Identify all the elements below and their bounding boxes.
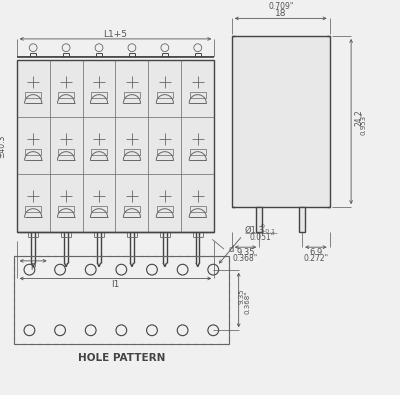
Bar bbox=[157, 206, 173, 212]
Bar bbox=[58, 149, 74, 155]
Bar bbox=[124, 92, 140, 98]
Text: 0.709": 0.709" bbox=[268, 2, 293, 11]
Text: L1+5: L1+5 bbox=[104, 30, 128, 40]
Bar bbox=[25, 206, 41, 212]
Text: 18: 18 bbox=[275, 9, 286, 18]
Text: 9.35: 9.35 bbox=[236, 248, 255, 257]
Bar bbox=[25, 149, 41, 155]
Text: p: p bbox=[30, 261, 36, 270]
Bar bbox=[157, 92, 173, 98]
Text: 9.35: 9.35 bbox=[239, 288, 245, 304]
Text: 0.272": 0.272" bbox=[303, 254, 328, 263]
Text: Ø1.3: Ø1.3 bbox=[244, 226, 264, 235]
Text: d: d bbox=[229, 245, 234, 254]
Bar bbox=[58, 206, 74, 212]
Bar bbox=[14, 256, 229, 344]
Bar bbox=[124, 206, 140, 212]
Bar bbox=[25, 92, 41, 98]
Bar bbox=[190, 92, 206, 98]
Text: 0.953": 0.953" bbox=[361, 112, 367, 135]
Text: l1: l1 bbox=[111, 280, 120, 289]
Bar bbox=[91, 149, 107, 155]
Bar bbox=[157, 149, 173, 155]
Text: 0.368": 0.368" bbox=[244, 290, 250, 314]
Bar bbox=[232, 36, 330, 207]
Text: 6.9: 6.9 bbox=[309, 248, 322, 257]
Bar bbox=[17, 60, 214, 231]
Bar bbox=[299, 207, 305, 231]
Bar bbox=[91, 92, 107, 98]
Text: ±40.3: ±40.3 bbox=[0, 134, 6, 158]
Text: 0.051": 0.051" bbox=[250, 233, 275, 242]
Bar bbox=[124, 149, 140, 155]
Bar bbox=[58, 92, 74, 98]
Text: +0.1: +0.1 bbox=[260, 229, 275, 234]
Text: 24.2: 24.2 bbox=[354, 109, 363, 126]
Bar bbox=[256, 207, 262, 231]
Bar bbox=[14, 256, 229, 344]
Text: 0: 0 bbox=[260, 224, 264, 229]
Bar bbox=[190, 149, 206, 155]
Text: 0.368": 0.368" bbox=[233, 254, 258, 263]
Bar bbox=[190, 206, 206, 212]
Bar bbox=[91, 206, 107, 212]
Text: HOLE PATTERN: HOLE PATTERN bbox=[78, 353, 165, 363]
